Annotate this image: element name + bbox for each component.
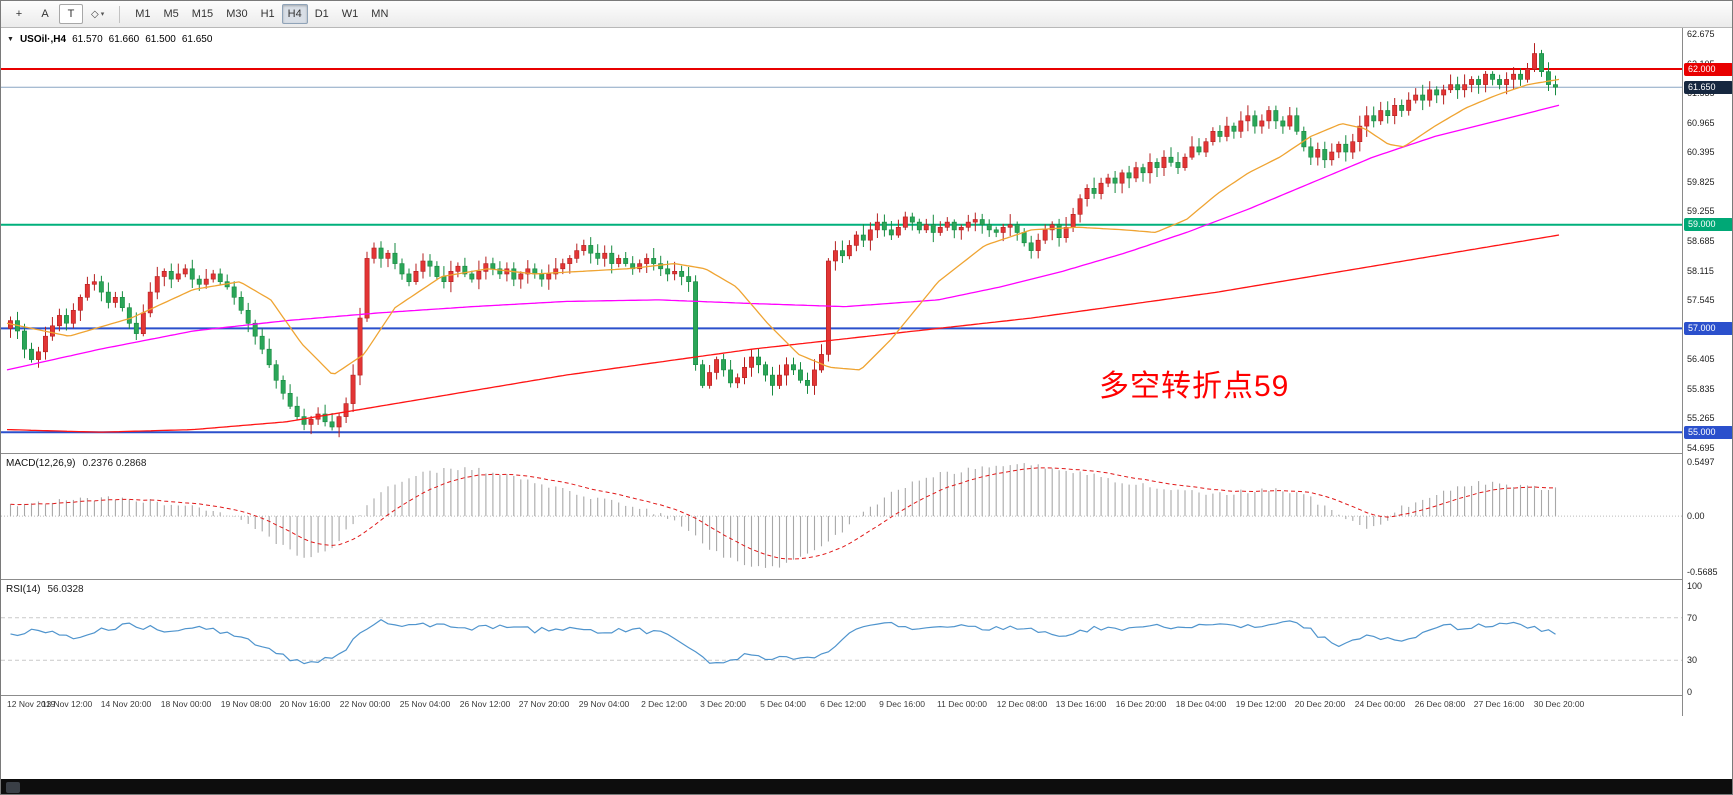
crosshair-tool-button[interactable]: + (15, 8, 23, 20)
time-axis-label: 3 Dec 20:00 (700, 699, 746, 709)
time-axis-label: 16 Dec 20:00 (1115, 699, 1167, 709)
price-level-badge: 57.000 (1684, 322, 1732, 335)
time-axis-label: 26 Nov 12:00 (459, 699, 511, 709)
time-axis-label: 29 Nov 04:00 (578, 699, 630, 709)
macd-axis-tick: -0.5685 (1687, 567, 1718, 577)
time-axis-label: 24 Dec 00:00 (1354, 699, 1406, 709)
chart-annotation-text: 多空转折点59 (1099, 370, 1290, 403)
timeframe-button-w1[interactable]: W1 (341, 8, 359, 20)
time-axis-label: 18 Dec 04:00 (1175, 699, 1227, 709)
price-tick: 58.685 (1687, 236, 1715, 246)
symbol-timeframe-label: USOil·,H4 (19, 34, 67, 45)
time-axis-label: 20 Dec 20:00 (1294, 699, 1346, 709)
price-tick: 60.395 (1687, 147, 1715, 157)
shapes-tool-button[interactable]: ◇ ▾ (91, 8, 105, 20)
macd-axis-tick: 0.5497 (1687, 457, 1715, 467)
current-price-badge: 61.650 (1684, 81, 1732, 94)
ohlc-low: 61.500 (145, 34, 176, 45)
macd-panel-label: MACD(12,26,9) 0.2376 0.2868 (6, 458, 147, 469)
ohlc-open: 61.570 (72, 34, 103, 45)
timeframe-button-mn[interactable]: MN (371, 8, 389, 20)
timeframe-button-m5[interactable]: M5 (163, 8, 179, 20)
text-t-tool-button[interactable]: T (59, 4, 83, 24)
time-axis-label: 18 Nov 00:00 (160, 699, 212, 709)
time-axis-label: 13 Nov 12:00 (41, 699, 93, 709)
price-level-badge: 55.000 (1684, 426, 1732, 439)
main-chart-canvas[interactable] (1, 28, 1682, 453)
time-axis-label: 9 Dec 16:00 (879, 699, 925, 709)
time-axis-label: 19 Dec 12:00 (1235, 699, 1287, 709)
macd-axis-tick: 0.00 (1687, 511, 1705, 521)
rsi-axis-tick: 0 (1687, 687, 1693, 697)
top-toolbar: + A T ◇ ▾ M1 M5 M15 M30 H1 H4 D1 W1 MN (1, 1, 1732, 28)
pane-divider-2[interactable] (1, 579, 1732, 580)
timeframe-button-m15[interactable]: M15 (191, 8, 214, 20)
rsi-axis-tick: 30 (1687, 655, 1698, 665)
time-axis-label: 30 Dec 20:00 (1533, 699, 1585, 709)
tool-buttons-group: + A T ◇ ▾ (7, 4, 110, 24)
time-axis[interactable]: 12 Nov 2019 13 Nov 12:00 14 Nov 20:00 18 No… (1, 696, 1682, 714)
price-tick: 56.405 (1687, 354, 1715, 364)
rsi-panel-label: RSI(14) 56.0328 (6, 584, 84, 595)
timeframe-button-m30[interactable]: M30 (226, 8, 248, 20)
time-axis-label: 13 Dec 16:00 (1055, 699, 1107, 709)
time-axis-label: 12 Nov 2019 (7, 699, 56, 709)
ohlc-high: 61.660 (108, 34, 140, 45)
timeframe-button-h1[interactable]: H1 (260, 8, 275, 20)
symbol-info: ▼ USOil·,H4 61.570 61.660 61.500 61.650 (7, 34, 212, 45)
timeframe-button-m1[interactable]: M1 (135, 8, 151, 20)
time-axis-label: 20 Nov 16:00 (279, 699, 331, 709)
time-axis-label: 25 Nov 04:00 (399, 699, 451, 709)
time-axis-label: 27 Nov 20:00 (518, 699, 570, 709)
bottom-bar (1, 779, 1732, 794)
timeframe-button-h4[interactable]: H4 (281, 4, 308, 24)
macd-indicator-canvas[interactable] (1, 454, 1682, 579)
macd-values: 0.2376 0.2868 (82, 458, 147, 469)
price-tick: 57.545 (1687, 295, 1715, 305)
time-axis-label: 12 Dec 08:00 (996, 699, 1048, 709)
taskbar-icon[interactable] (6, 782, 20, 793)
time-axis-label: 14 Nov 20:00 (100, 699, 152, 709)
time-axis-label: 22 Nov 00:00 (339, 699, 391, 709)
time-axis-label: 19 Nov 08:00 (220, 699, 272, 709)
price-tick: 55.835 (1687, 384, 1715, 394)
rsi-axis-tick: 100 (1687, 581, 1703, 591)
annotation-a-tool-button[interactable]: A (41, 8, 49, 20)
price-level-badge: 59.000 (1684, 218, 1732, 231)
price-tick: 62.675 (1687, 29, 1715, 39)
toolbar-separator (119, 5, 121, 23)
price-tick: 54.695 (1687, 443, 1715, 453)
ohlc-close: 61.650 (181, 34, 213, 45)
time-axis-label: 2 Dec 12:00 (641, 699, 687, 709)
pane-divider-1[interactable] (1, 453, 1732, 454)
price-axis[interactable]: 62.67562.10561.53560.96560.39559.82559.2… (1682, 28, 1732, 716)
time-axis-label: 6 Dec 12:00 (820, 699, 866, 709)
rsi-value: 56.0328 (47, 584, 84, 595)
chevron-down-icon: ▾ (100, 11, 105, 18)
time-axis-label: 27 Dec 16:00 (1473, 699, 1525, 709)
time-axis-label: 26 Dec 08:00 (1414, 699, 1466, 709)
price-tick: 58.115 (1687, 266, 1714, 276)
chart-menu-icon[interactable]: ▼ (7, 36, 14, 43)
price-tick: 59.825 (1687, 177, 1715, 187)
price-tick: 60.965 (1687, 118, 1715, 128)
timeframe-button-d1[interactable]: D1 (314, 8, 329, 20)
time-axis-label: 11 Dec 00:00 (937, 699, 987, 709)
time-axis-label: 5 Dec 04:00 (760, 699, 806, 709)
price-tick: 55.265 (1687, 413, 1715, 423)
timeframe-buttons-group: M1 M5 M15 M30 H1 H4 D1 W1 MN (129, 4, 394, 24)
pane-divider-3[interactable] (1, 695, 1732, 696)
price-level-badge: 62.000 (1684, 63, 1732, 76)
rsi-axis-tick: 70 (1687, 613, 1698, 623)
price-tick: 59.255 (1687, 206, 1715, 216)
rsi-indicator-canvas[interactable] (1, 580, 1682, 695)
